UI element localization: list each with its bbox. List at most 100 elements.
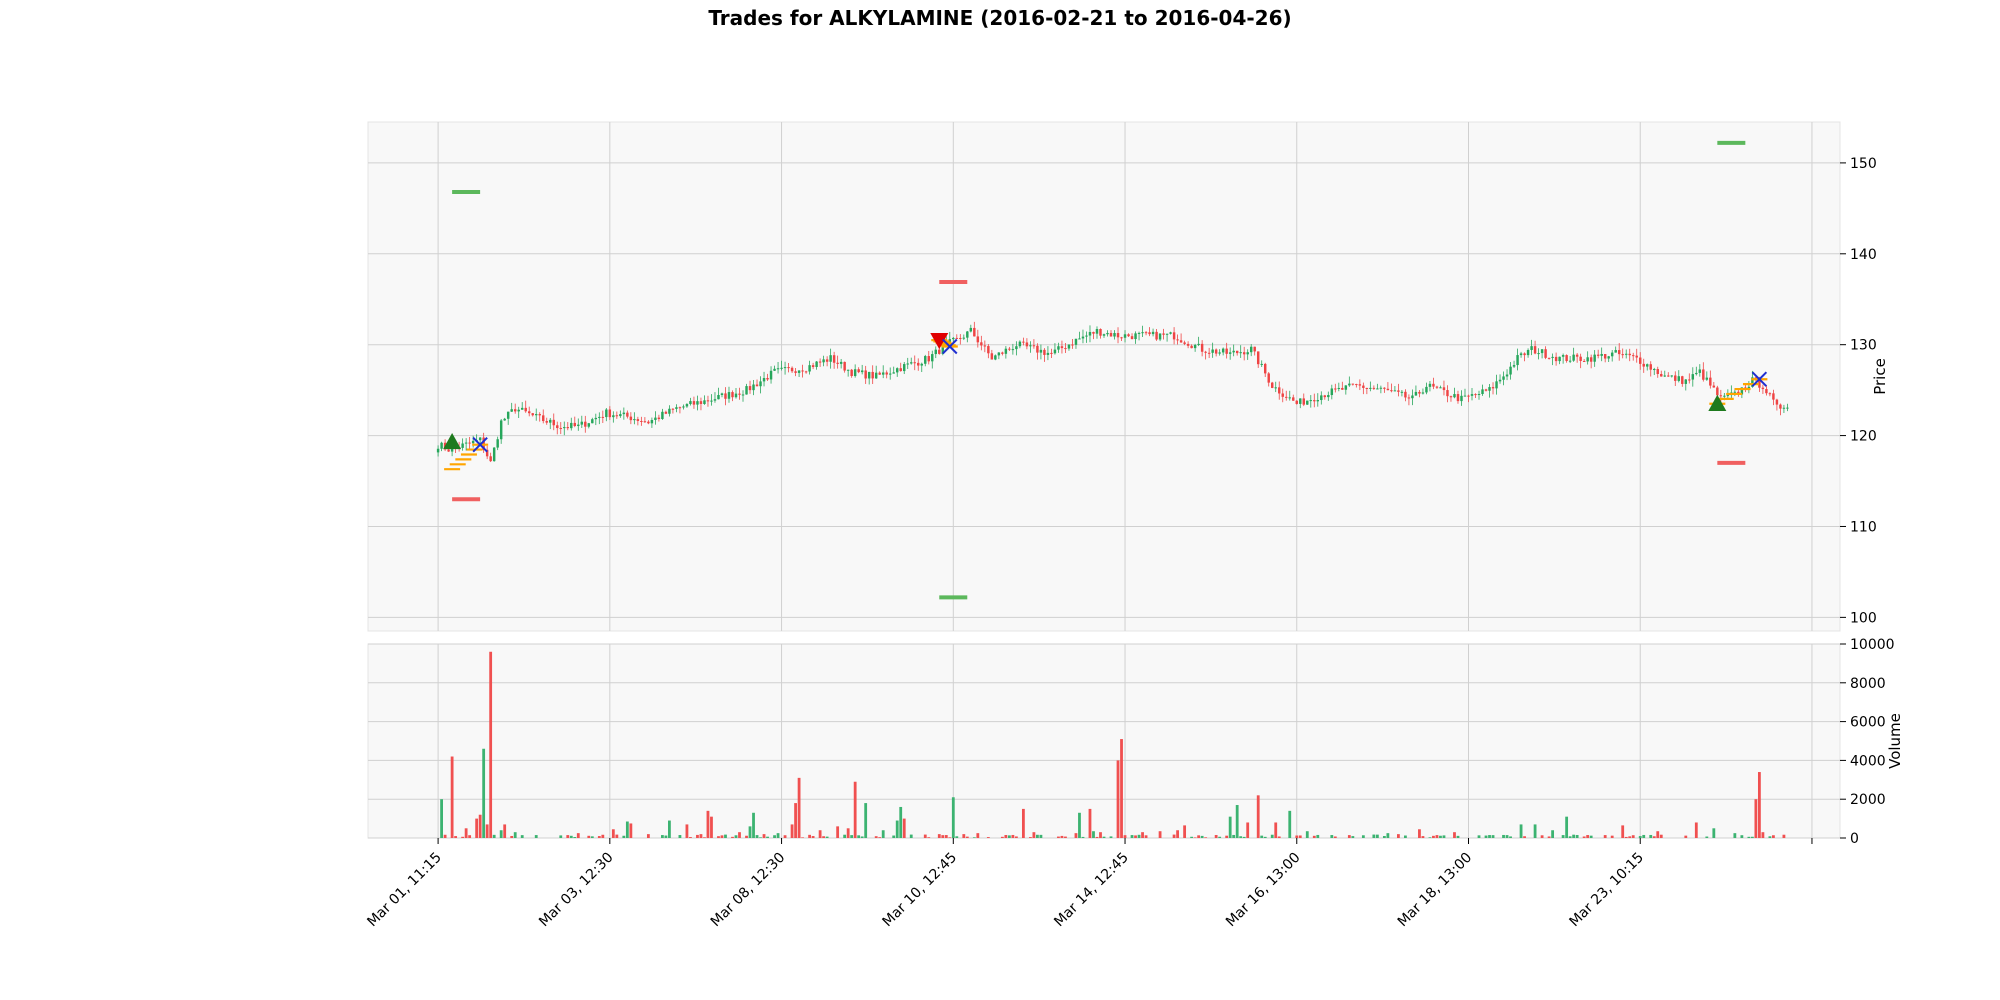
candle xyxy=(1362,382,1365,395)
candle xyxy=(1358,379,1362,391)
volume-bar xyxy=(1705,836,1709,838)
price-tick-label: 140 xyxy=(1850,247,1877,263)
candle xyxy=(1540,349,1544,359)
candle-body xyxy=(1772,393,1775,400)
volume-bar xyxy=(499,830,503,838)
volume-bar xyxy=(1120,739,1123,838)
volume-bar xyxy=(773,835,776,838)
candle xyxy=(1393,386,1397,392)
candle xyxy=(542,409,545,424)
candle xyxy=(1260,360,1263,368)
volume-bar xyxy=(706,810,710,838)
volume-bar xyxy=(1242,836,1246,838)
candle-body xyxy=(1078,338,1081,340)
candle xyxy=(811,362,815,370)
candle xyxy=(1667,372,1670,377)
candle xyxy=(629,412,633,425)
x-tick-label: Mar 16, 13:00 xyxy=(1223,850,1304,931)
volume-bar xyxy=(976,833,980,838)
candle xyxy=(549,417,552,430)
candle-body xyxy=(1113,333,1116,337)
candle xyxy=(1432,377,1435,390)
candle xyxy=(1158,333,1162,342)
candle xyxy=(990,349,994,360)
candle-body xyxy=(1379,387,1383,389)
candle-body xyxy=(1137,332,1141,334)
volume-bar xyxy=(1246,822,1250,838)
candle-body xyxy=(1667,375,1670,377)
candle-body xyxy=(727,392,731,399)
volume-bar xyxy=(843,834,847,838)
volume-bar xyxy=(825,836,829,838)
candle-body xyxy=(994,355,997,360)
volume-bar xyxy=(797,777,801,838)
candle xyxy=(1334,383,1337,393)
candle-body xyxy=(804,371,808,373)
volume-bar xyxy=(1109,836,1113,838)
candle xyxy=(1022,337,1025,346)
candle xyxy=(1211,342,1214,358)
candle-body xyxy=(885,372,888,375)
candle-body xyxy=(1439,387,1442,389)
candle-body xyxy=(1011,349,1015,351)
candle-body xyxy=(1186,343,1190,346)
candle xyxy=(1554,352,1558,366)
candle-body xyxy=(1449,396,1453,398)
volume-bar xyxy=(689,837,692,838)
candle-body xyxy=(1477,394,1481,396)
candle xyxy=(608,406,612,420)
candle-body xyxy=(948,339,952,342)
candle-body xyxy=(892,372,895,374)
candle xyxy=(815,361,818,370)
candle-body xyxy=(1575,354,1579,357)
candle xyxy=(1684,379,1688,391)
candle-body xyxy=(801,370,804,372)
candle xyxy=(1779,403,1782,416)
candle xyxy=(1418,389,1421,398)
candle xyxy=(871,365,874,384)
candle-body xyxy=(629,416,633,421)
candle xyxy=(738,387,741,400)
candle-body xyxy=(531,413,534,416)
candle-body xyxy=(1600,353,1603,356)
candle-body xyxy=(1285,396,1288,398)
candle-body xyxy=(1288,397,1291,399)
candle xyxy=(696,395,699,411)
candle-body xyxy=(685,404,689,407)
candle xyxy=(1400,389,1404,397)
candle xyxy=(1551,353,1554,366)
candle-body xyxy=(692,401,696,405)
candle-body xyxy=(1218,352,1221,354)
candle-body xyxy=(1320,395,1323,401)
candle xyxy=(959,334,962,345)
candle-body xyxy=(955,337,959,339)
candle-body xyxy=(1050,352,1053,354)
candle-body xyxy=(938,349,941,354)
volume-bar xyxy=(895,820,899,838)
candle-body xyxy=(1263,363,1267,374)
candle xyxy=(1123,330,1127,343)
candle xyxy=(1491,382,1495,395)
candle-body xyxy=(783,367,787,369)
candle-body xyxy=(997,352,1001,356)
candle xyxy=(1144,331,1148,336)
candle-body xyxy=(1418,391,1421,394)
candle-body xyxy=(682,406,685,408)
candle-body xyxy=(1400,391,1404,393)
volume-bar xyxy=(717,836,720,838)
candle-body xyxy=(1782,407,1786,409)
candle xyxy=(1449,395,1453,402)
candle xyxy=(1586,351,1589,365)
candle xyxy=(731,390,734,402)
volume-bar xyxy=(503,824,507,838)
volume-bar xyxy=(1316,834,1320,838)
candle-body xyxy=(1022,341,1025,343)
candle xyxy=(1376,383,1379,390)
candle xyxy=(1039,344,1043,360)
candle-body xyxy=(990,353,994,360)
volume-bar xyxy=(1064,836,1067,838)
candle xyxy=(1355,383,1358,388)
candle-body xyxy=(1726,395,1730,397)
candle-body xyxy=(577,424,580,427)
candle xyxy=(678,406,682,414)
